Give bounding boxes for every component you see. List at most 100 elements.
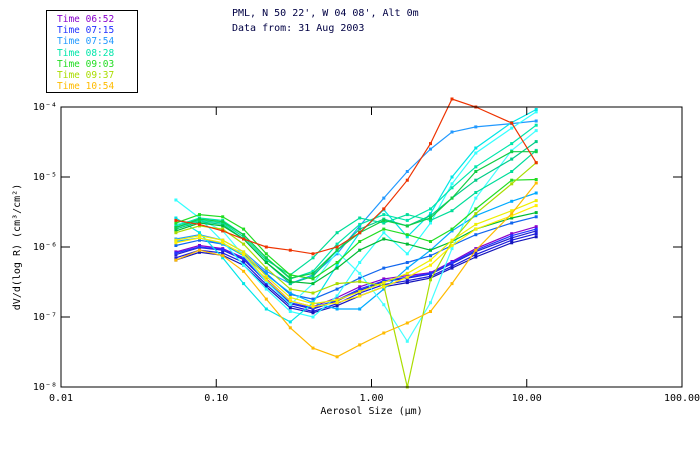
legend-entry: Time 09:03 <box>57 58 115 70</box>
series-marker <box>450 261 454 264</box>
series-marker <box>264 245 268 249</box>
legend: Time 06:52 Time 07:15 Time 07:54 Time 08:28… <box>46 10 138 93</box>
series-marker <box>174 238 178 242</box>
legend-entry: Time 07:54 <box>57 36 115 48</box>
series-marker <box>242 282 246 286</box>
series-marker <box>510 232 514 236</box>
series-marker <box>242 250 246 254</box>
series-marker <box>242 263 246 267</box>
series-line <box>175 151 537 279</box>
series-marker <box>534 119 538 123</box>
series-marker <box>198 250 201 254</box>
series-marker <box>429 212 432 216</box>
series-marker <box>510 199 514 203</box>
series-marker <box>358 276 362 280</box>
series-marker <box>358 261 362 264</box>
series-line <box>175 162 537 388</box>
series-marker <box>311 346 315 350</box>
series-line <box>175 108 537 323</box>
series-marker <box>221 251 225 255</box>
series-marker <box>474 248 478 252</box>
series-marker <box>534 225 538 229</box>
series-marker <box>242 242 246 246</box>
series-marker <box>221 238 225 242</box>
series-marker <box>358 343 362 347</box>
series-marker <box>510 126 514 130</box>
series-marker <box>382 277 386 281</box>
series-marker <box>510 209 514 213</box>
series-marker <box>288 320 292 324</box>
series-marker <box>405 266 409 270</box>
series-marker <box>174 229 178 233</box>
series-marker <box>382 279 386 283</box>
series-marker <box>264 261 268 264</box>
series-marker <box>335 287 339 291</box>
series-marker <box>534 191 538 195</box>
series-marker <box>198 236 201 240</box>
series-marker <box>405 275 409 279</box>
series-marker <box>534 108 538 111</box>
series-marker <box>405 281 409 285</box>
series-marker <box>288 276 292 280</box>
series-marker <box>429 276 432 280</box>
series-marker <box>450 196 454 200</box>
series-marker <box>450 130 454 134</box>
series-marker <box>510 212 514 216</box>
series-marker <box>429 254 432 258</box>
series-marker <box>242 257 246 261</box>
series-marker <box>534 110 538 114</box>
series-marker <box>450 229 454 233</box>
series-marker <box>311 311 315 315</box>
series-marker <box>264 256 268 260</box>
series-marker <box>429 263 432 267</box>
y-tick-label: 10⁻⁸ <box>33 382 57 393</box>
plot-subtitle: Data from: 31 Aug 2003 <box>232 23 365 34</box>
series-marker <box>382 227 386 231</box>
y-tick-label: 10⁻⁴ <box>33 102 57 113</box>
series-marker <box>429 274 432 278</box>
series-line <box>175 182 537 358</box>
series-marker <box>382 266 386 270</box>
series-marker <box>198 238 201 242</box>
series-marker <box>534 140 538 144</box>
series-marker <box>264 285 268 289</box>
series-marker <box>534 199 538 203</box>
series-marker <box>450 266 454 270</box>
series-marker <box>174 258 178 262</box>
series-marker <box>264 274 268 278</box>
series-line <box>175 111 537 318</box>
series-marker <box>510 236 514 240</box>
series-marker <box>474 196 478 200</box>
series-marker <box>405 242 409 246</box>
series-marker <box>474 222 478 226</box>
series-marker <box>510 182 514 186</box>
series-marker <box>510 216 514 220</box>
series-marker <box>534 161 538 165</box>
series-line <box>175 130 537 343</box>
series-marker <box>534 204 538 208</box>
series-marker <box>335 252 339 256</box>
series-marker <box>429 142 432 146</box>
series-marker <box>429 301 432 305</box>
series-marker <box>534 215 538 219</box>
y-tick-label: 10⁻⁵ <box>33 172 57 183</box>
series-marker <box>429 310 432 313</box>
series-marker <box>264 307 268 311</box>
series-marker <box>358 294 362 298</box>
series-marker <box>174 224 178 228</box>
series-marker <box>429 278 432 282</box>
y-tick-label: 10⁻⁷ <box>33 312 57 323</box>
series-marker <box>311 252 315 256</box>
series-marker <box>510 178 514 182</box>
series-marker <box>358 285 362 289</box>
series-marker <box>450 264 454 268</box>
x-tick-label: 10.00 <box>512 393 542 404</box>
series-marker <box>221 227 225 231</box>
series-marker <box>335 355 339 359</box>
series-marker <box>474 247 478 251</box>
series-marker <box>382 213 386 217</box>
series-marker <box>358 227 362 231</box>
legend-entry: Time 08:28 <box>57 47 115 59</box>
series-marker <box>335 250 339 254</box>
series-marker <box>288 310 292 313</box>
